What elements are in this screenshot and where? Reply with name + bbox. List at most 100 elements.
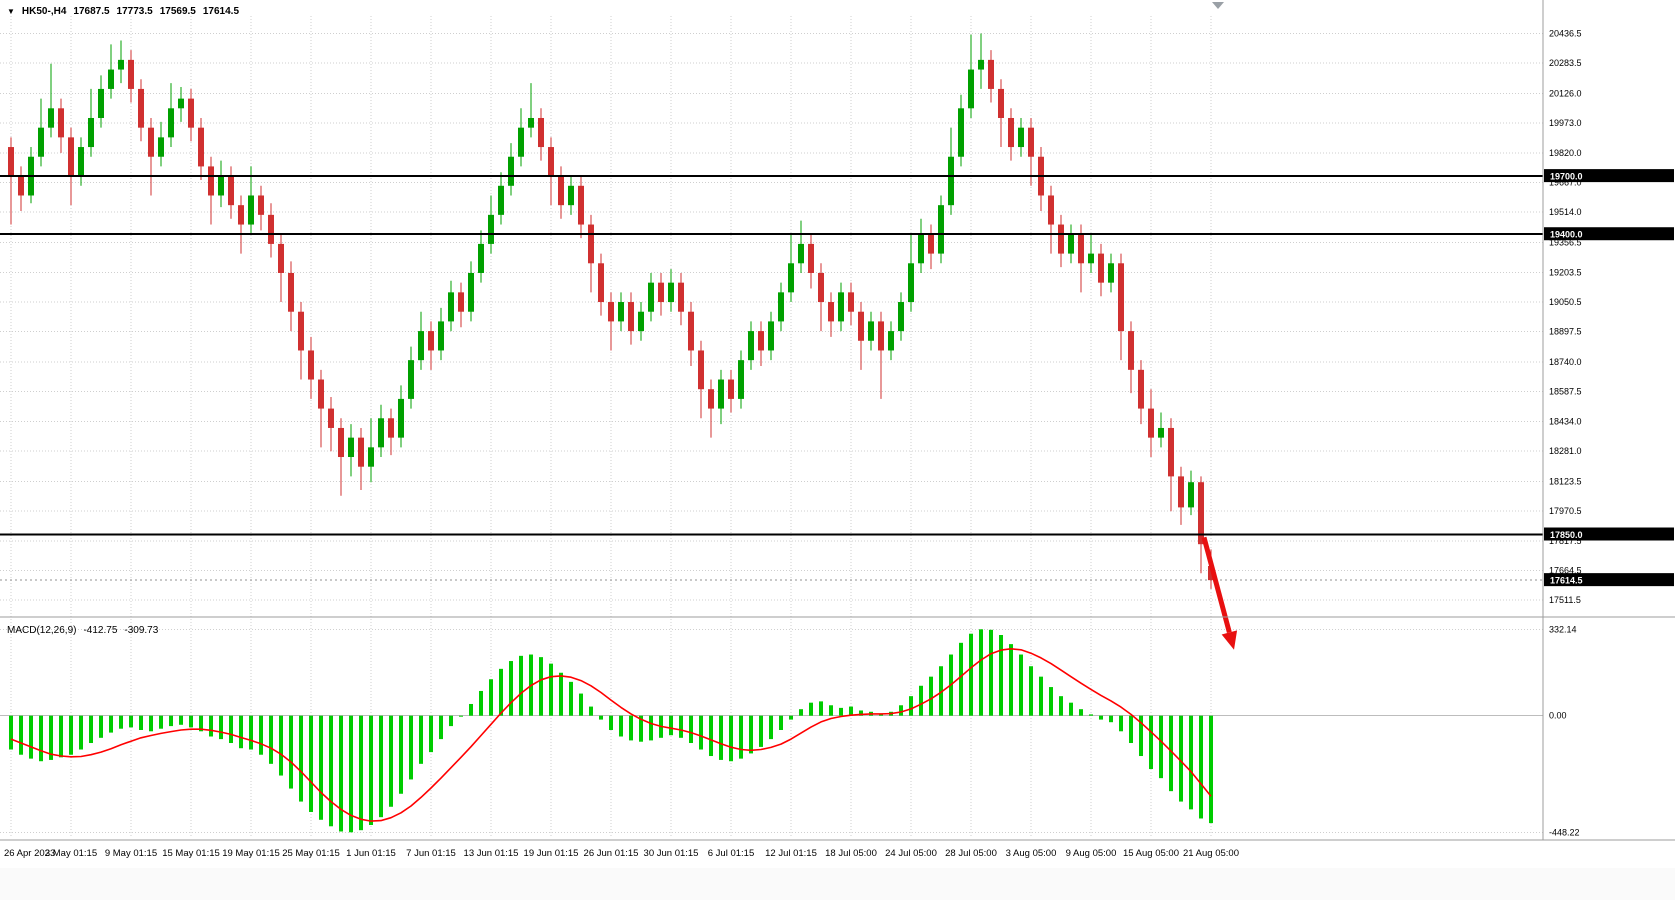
candle-body: [568, 185, 574, 206]
date-label: 19 May 01:15: [222, 848, 280, 859]
macd-histogram-bar: [649, 715, 653, 741]
macd-histogram-bar: [149, 715, 153, 732]
candle-body: [678, 282, 684, 312]
trend-arrow-annotation[interactable]: [1201, 536, 1238, 650]
macd-axis-label: 332.14: [1549, 624, 1577, 634]
candle-body: [88, 117, 94, 148]
candle-body: [248, 195, 254, 225]
candle-body: [1068, 234, 1074, 254]
date-label: 15 May 01:15: [162, 848, 220, 859]
candle-body: [538, 117, 544, 148]
candle-body: [668, 282, 674, 303]
symbol-timeframe-label: HK50-,H4: [21, 6, 67, 17]
macd-histogram-bar: [739, 715, 743, 759]
macd-histogram-bar: [859, 710, 863, 716]
candle-body: [618, 302, 624, 322]
price-axis[interactable]: 20436.5 20283.5 20126.0 19973.0 19820.0 19667…: [1544, 28, 1674, 837]
candle-body: [128, 59, 134, 89]
macd-histogram-bar: [479, 690, 483, 716]
arrow-shaft[interactable]: [1201, 536, 1232, 634]
macd-histogram-bar: [579, 693, 583, 716]
candle-body: [418, 331, 424, 361]
candle-body: [48, 108, 54, 128]
quick-trade-arrow-icon[interactable]: ▼: [7, 6, 15, 16]
candle-body: [158, 137, 164, 157]
candle-body: [718, 379, 724, 409]
macd-histogram-bar: [199, 715, 203, 732]
price-level-box-label: 17850.0: [1550, 530, 1583, 540]
macd-histogram-bar: [909, 696, 913, 716]
candle-body: [1148, 408, 1154, 438]
candle-body: [148, 127, 154, 157]
candle-body: [828, 302, 834, 322]
candle-body: [1078, 234, 1084, 264]
candle-body: [338, 427, 344, 458]
price-axis-label: 20283.5: [1549, 58, 1582, 68]
date-label: 24 Jul 05:00: [885, 848, 937, 859]
candle-body: [138, 88, 144, 128]
date-label: 26 Jun 01:15: [584, 848, 639, 859]
candle-body: [1118, 263, 1124, 332]
macd-histogram-bar: [209, 715, 213, 737]
candle-body: [888, 331, 894, 351]
price-level-box: [1544, 227, 1674, 241]
macd-histogram-bar: [619, 715, 623, 737]
candle-body: [118, 59, 124, 70]
candle-body: [38, 127, 44, 157]
candle-body: [68, 137, 74, 177]
macd-histogram-bar: [489, 679, 493, 716]
candle-body: [108, 69, 114, 89]
candle-body: [1188, 482, 1194, 508]
macd-histogram-bar: [289, 715, 293, 789]
macd-histogram-bar: [1099, 715, 1103, 720]
date-label: 15 Aug 05:00: [1123, 848, 1179, 859]
candle-body: [858, 311, 864, 341]
candle-body: [838, 292, 844, 322]
macd-histogram-bar: [89, 715, 93, 744]
candle-body: [978, 59, 984, 70]
macd-histogram-bar: [159, 715, 163, 729]
macd-histogram-bar: [549, 663, 553, 716]
candle-body: [298, 311, 304, 351]
macd-histogram-bar: [449, 715, 453, 727]
candle-body: [548, 147, 554, 177]
macd-histogram-bar: [1109, 715, 1113, 723]
macd-histogram-bar: [669, 715, 673, 736]
macd-axis-label: 0.00: [1549, 711, 1567, 721]
macd-histogram-bar: [589, 706, 593, 716]
price-axis-label: 19050.5: [1549, 297, 1582, 307]
date-label: 1 Jun 01:15: [346, 848, 396, 859]
candle-body: [1128, 331, 1134, 370]
candle-body: [1108, 263, 1114, 283]
macd-histogram-bar: [329, 715, 333, 827]
macd-histogram-bar: [1049, 687, 1053, 716]
candle-body: [768, 321, 774, 351]
candle-body: [748, 331, 754, 361]
macd-histogram-bar: [599, 715, 603, 720]
chart-chrome: [0, 0, 1675, 841]
date-label: 9 Aug 05:00: [1066, 848, 1117, 859]
arrow-head-icon[interactable]: [1221, 630, 1238, 650]
candle-body: [478, 243, 484, 273]
macd-histogram-bar: [389, 715, 393, 807]
macd-histogram-bar: [569, 681, 573, 716]
candle-body: [1158, 427, 1164, 438]
macd-panel[interactable]: [9, 629, 1213, 833]
horizontal-level-lines[interactable]: [0, 175, 1543, 536]
date-label: 7 Jun 01:15: [406, 848, 456, 859]
macd-histogram-bar: [839, 707, 843, 716]
price-axis-label: 19973.0: [1549, 118, 1582, 128]
macd-histogram-bar: [609, 715, 613, 730]
date-label: 21 Aug 05:00: [1183, 848, 1239, 859]
macd-histogram-bar: [59, 715, 63, 758]
price-axis-label: 17970.5: [1549, 506, 1582, 516]
macd-histogram-bar: [179, 715, 183, 725]
macd-histogram-bar: [369, 715, 373, 825]
candle-body: [1088, 253, 1094, 264]
macd-histogram-bar: [9, 715, 13, 750]
candle-body: [428, 331, 434, 351]
chart-shift-marker-icon: [1212, 2, 1224, 9]
macd-histogram-bar: [1009, 644, 1013, 716]
